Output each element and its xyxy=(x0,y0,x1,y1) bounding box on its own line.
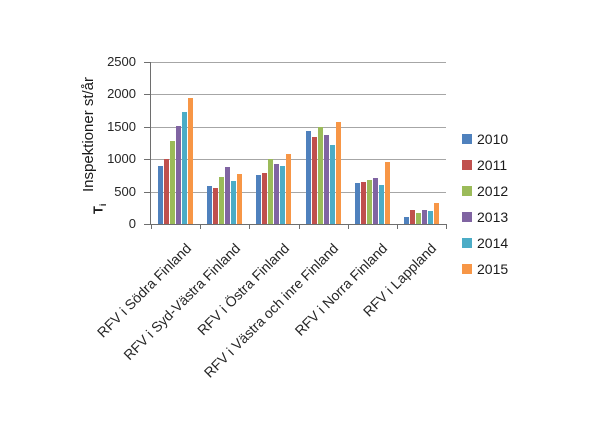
bar-2015 xyxy=(188,98,194,224)
y-axis-tick-label: 500 xyxy=(114,183,136,199)
bar-group xyxy=(348,62,397,224)
gridline xyxy=(151,94,446,96)
bar-2014 xyxy=(182,112,188,224)
legend-item-2012: 2012 xyxy=(462,183,508,199)
bar-2014 xyxy=(280,166,286,224)
bar-2014 xyxy=(231,181,237,224)
bar-2010 xyxy=(305,131,311,224)
gridline xyxy=(151,62,446,63)
legend-marker-2011 xyxy=(462,160,472,170)
bar-2014 xyxy=(427,211,433,224)
bar-2010 xyxy=(256,175,262,224)
gridline xyxy=(151,159,446,161)
gridline xyxy=(151,191,446,193)
bar-2013 xyxy=(176,126,182,224)
bar-2015 xyxy=(335,122,341,224)
legend-label-2015: 2015 xyxy=(477,261,509,277)
bar-2015 xyxy=(384,162,390,224)
bar-2011 xyxy=(213,188,219,224)
x-axis-tick xyxy=(298,224,300,229)
y-axis-tick xyxy=(144,191,151,193)
y-axis-tick-label: 0 xyxy=(128,216,136,231)
y-axis-symbol-subscript: i xyxy=(97,203,108,207)
bar-2012 xyxy=(366,180,372,224)
bar-2015 xyxy=(286,154,292,224)
bar-2014 xyxy=(378,185,384,224)
legend-label-2011: 2011 xyxy=(477,157,508,173)
bar-2012 xyxy=(317,127,323,224)
x-axis-tick xyxy=(249,224,251,229)
y-axis-tick xyxy=(144,62,151,63)
bar-2011 xyxy=(262,173,268,224)
legend-item-2015: 2015 xyxy=(462,261,508,277)
bar-group xyxy=(397,62,446,224)
bar-2012 xyxy=(170,141,176,224)
bar-2011 xyxy=(360,182,366,224)
bar-2011 xyxy=(164,159,170,224)
bar-2013 xyxy=(372,178,378,224)
legend-label-2013: 2013 xyxy=(477,209,509,225)
y-axis-tick xyxy=(144,224,151,225)
y-axis-tick xyxy=(144,94,151,96)
bar-2015 xyxy=(237,174,243,224)
plot-area xyxy=(144,62,447,229)
bar-2011 xyxy=(409,210,415,224)
y-axis-symbol: Ti xyxy=(90,204,108,214)
bar-2010 xyxy=(158,166,164,224)
bar-2012 xyxy=(415,213,421,224)
legend-label-2012: 2012 xyxy=(477,183,509,199)
legend-label-2010: 2010 xyxy=(477,131,509,147)
y-axis-symbol-base: T xyxy=(90,206,106,215)
bar-2010 xyxy=(354,183,360,224)
legend: 2010 2011 2012 2013 2014 2015 xyxy=(462,131,508,287)
legend-item-2013: 2013 xyxy=(462,209,508,225)
legend-marker-2013 xyxy=(462,212,472,222)
legend-label-2014: 2014 xyxy=(477,235,509,251)
y-axis-tick-label: 2000 xyxy=(107,86,136,102)
bar-2012 xyxy=(219,177,225,224)
bar-group xyxy=(249,62,298,224)
bar-group xyxy=(299,62,348,224)
x-axis-tick xyxy=(396,224,398,229)
y-axis-tick xyxy=(144,126,151,128)
x-axis-tick xyxy=(446,224,447,229)
bar-2014 xyxy=(329,145,335,224)
x-axis-tick xyxy=(347,224,349,229)
y-axis-tick-label: 1500 xyxy=(107,118,136,134)
bar-2012 xyxy=(268,159,274,224)
y-axis-tick xyxy=(144,159,151,161)
bar-group xyxy=(151,62,200,224)
gridline xyxy=(151,126,446,128)
legend-item-2011: 2011 xyxy=(462,157,508,173)
legend-marker-2012 xyxy=(462,186,472,196)
y-axis-tick-label: 1000 xyxy=(107,151,136,167)
legend-marker-2014 xyxy=(462,238,472,248)
legend-item-2014: 2014 xyxy=(462,235,508,251)
bar-2010 xyxy=(207,186,213,224)
x-axis-tick xyxy=(151,224,152,229)
legend-marker-2015 xyxy=(462,264,472,274)
bar-2010 xyxy=(403,217,409,224)
bar-2013 xyxy=(323,135,329,224)
bar-2013 xyxy=(225,167,231,224)
x-axis-tick xyxy=(200,224,202,229)
bar-group xyxy=(200,62,249,224)
legend-marker-2010 xyxy=(462,134,472,144)
legend-item-2010: 2010 xyxy=(462,131,508,147)
bar-2015 xyxy=(433,203,439,224)
bar-2011 xyxy=(311,137,317,224)
y-axis-tick-label: 2500 xyxy=(107,54,136,69)
bar-2013 xyxy=(421,210,427,224)
bar-2013 xyxy=(274,164,280,224)
